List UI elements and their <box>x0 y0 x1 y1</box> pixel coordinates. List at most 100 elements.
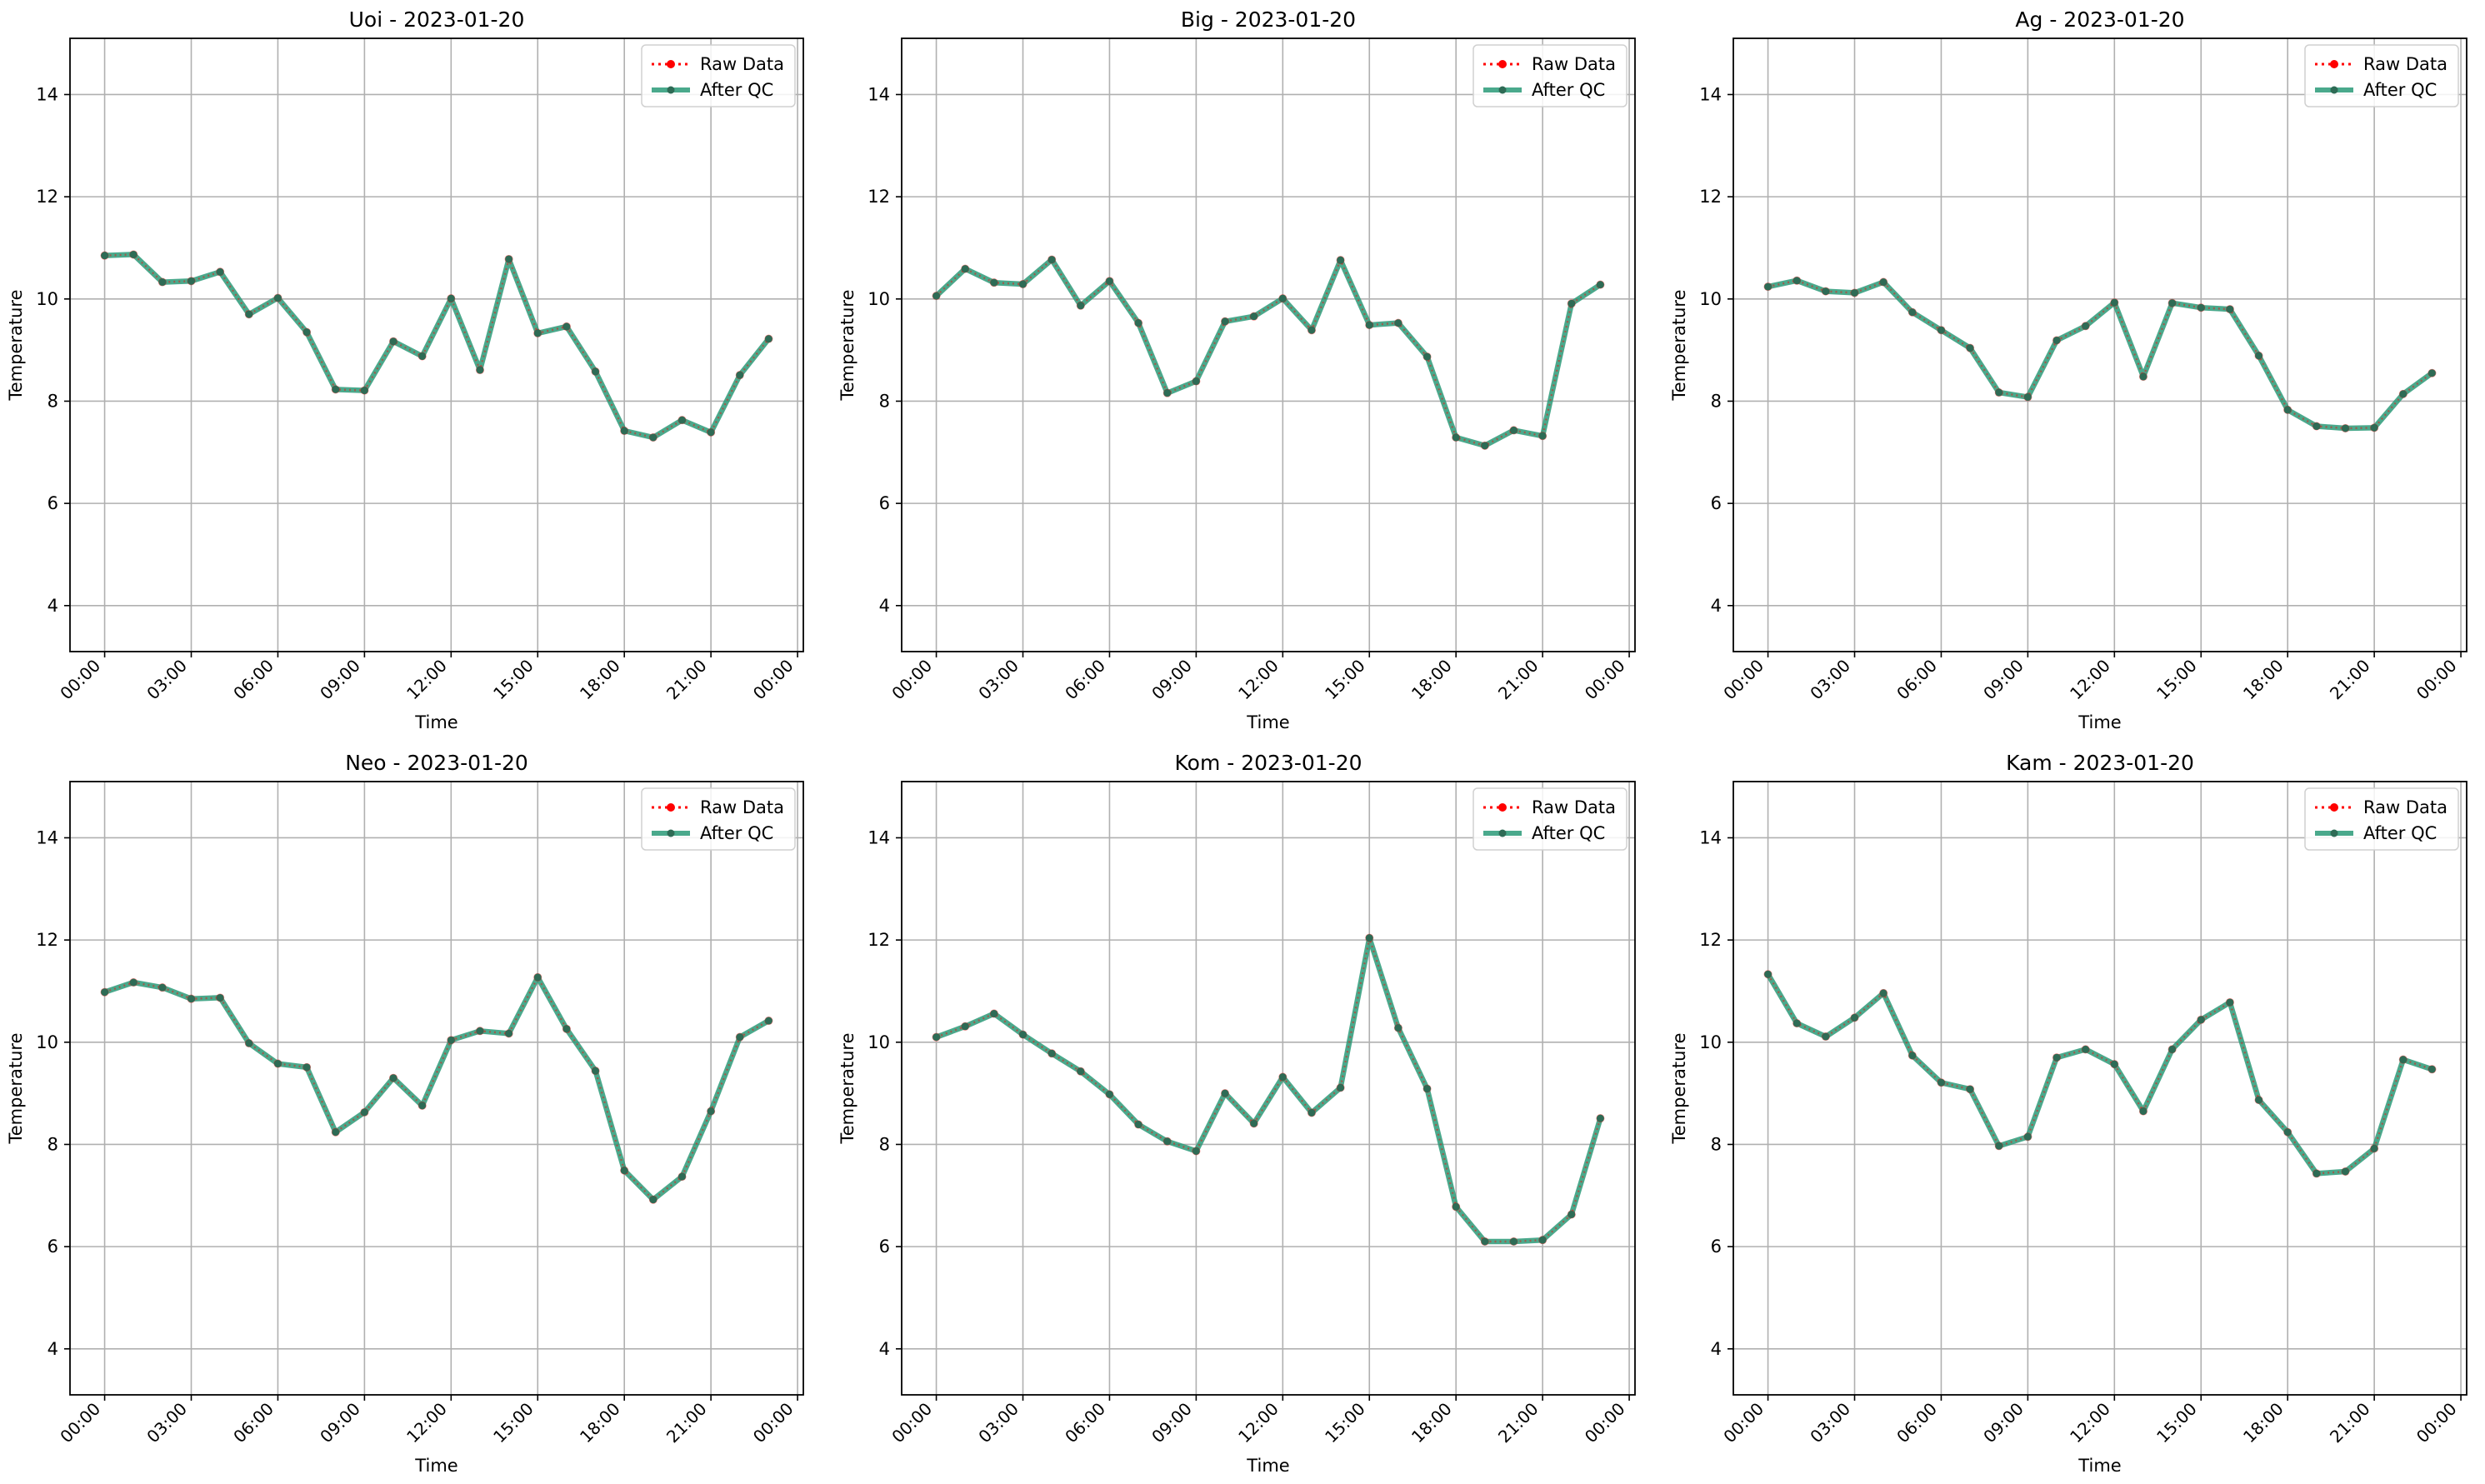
after-qc-point <box>101 252 109 260</box>
axes-frame <box>1732 781 2468 1396</box>
x-tick-label: 15:00 <box>1321 1399 1369 1447</box>
series-line-after-qc <box>933 935 1603 1245</box>
x-tick-label: 18:00 <box>576 1399 624 1447</box>
y-tick-label: 4 <box>879 596 890 616</box>
after-qc-point <box>245 1039 253 1047</box>
chart-title: Kom - 2023-01-20 <box>1175 751 1362 775</box>
raw-data-point <box>2312 1169 2321 1178</box>
after-qc-point <box>1509 426 1518 434</box>
after-qc-point <box>2197 1016 2205 1024</box>
after-qc-point <box>2399 390 2408 398</box>
after-qc-point <box>707 428 715 437</box>
raw-data-point <box>418 1101 427 1110</box>
raw-data-point <box>2052 336 2062 345</box>
raw-data-point <box>1821 287 1830 296</box>
grid <box>902 782 1635 1395</box>
raw-data-point <box>302 327 312 337</box>
legend-box <box>2304 44 2459 107</box>
raw-data-point <box>1792 276 1802 285</box>
x-tick-label: 03:00 <box>142 656 191 704</box>
after-qc-point <box>2312 1169 2321 1177</box>
series-line-after-qc <box>1765 971 2435 1177</box>
raw-data-point <box>1076 301 1085 310</box>
raw-data-point <box>2254 1096 2263 1105</box>
raw-data-point <box>591 1067 600 1076</box>
raw-data-point <box>2138 372 2148 382</box>
x-tick-label: 15:00 <box>2152 656 2201 704</box>
after-qc-point <box>302 1063 311 1072</box>
raw-data-point <box>2225 997 2234 1007</box>
raw-data-point <box>331 385 340 394</box>
series-line-raw-data <box>1767 973 2432 1175</box>
raw-data-point <box>1937 326 1946 335</box>
raw-data-point <box>447 1036 456 1045</box>
after-qc-point <box>2399 1056 2408 1064</box>
raw-data-point <box>2110 1060 2119 1069</box>
after-qc-point <box>2226 305 2234 313</box>
raw-data-point <box>273 293 282 302</box>
chart-title: Uoi - 2023-01-20 <box>349 7 525 32</box>
grid <box>902 38 1635 652</box>
raw-data-point <box>1249 312 1258 321</box>
y-axis-label: Temperature <box>1669 1032 1689 1144</box>
y-tick-label: 6 <box>879 493 890 513</box>
after-qc-point <box>1077 1067 1085 1076</box>
y-tick-label: 14 <box>36 84 58 104</box>
after-qc-point <box>1538 432 1547 440</box>
after-qc-point <box>533 973 542 982</box>
x-tick-label: 15:00 <box>2152 1399 2201 1447</box>
raw-data-point <box>389 1073 398 1082</box>
x-tick-label: 09:00 <box>1979 656 2028 704</box>
x-tick-label: 00:00 <box>1581 1399 1629 1447</box>
after-qc-point <box>505 255 513 263</box>
after-qc-point <box>1250 312 1258 321</box>
raw-data-point <box>2283 1127 2292 1137</box>
y-tick-label: 8 <box>1711 391 1722 411</box>
raw-data-point <box>1509 426 1518 435</box>
after-qc-point <box>1792 277 1801 285</box>
raw-data-point <box>504 1029 513 1038</box>
after-qc-point <box>1134 1121 1142 1129</box>
after-qc-point <box>1995 388 2003 397</box>
raw-data-point <box>244 310 253 319</box>
after-qc-point <box>158 983 167 992</box>
raw-data-point <box>2168 1045 2177 1054</box>
after-qc-point <box>1596 281 1604 289</box>
raw-data-point <box>2370 1144 2379 1153</box>
after-qc-point <box>764 1017 772 1025</box>
after-qc-point <box>2139 1107 2148 1116</box>
after-qc-point <box>2255 352 2263 360</box>
after-qc-point <box>158 278 167 287</box>
after-qc-point <box>1908 1052 1917 1060</box>
after-qc-point <box>1278 294 1287 302</box>
after-qc-point <box>1879 278 1888 287</box>
y-axis-label: Temperature <box>838 1032 858 1144</box>
y-tick-label: 10 <box>868 1032 890 1052</box>
legend-box <box>1472 44 1628 107</box>
raw-data-point <box>707 427 716 437</box>
raw-data-point <box>932 292 941 301</box>
raw-data-point <box>1452 1202 1461 1212</box>
raw-data-point <box>1336 1083 1345 1092</box>
after-qc-point <box>1822 1032 1830 1041</box>
x-tick-label: 03:00 <box>974 656 1022 704</box>
after-qc-point <box>2370 423 2378 432</box>
after-qc-point <box>1134 319 1142 327</box>
after-qc-point <box>447 294 455 302</box>
after-qc-point <box>932 292 941 300</box>
after-qc-point <box>389 337 398 346</box>
raw-data-point <box>2225 305 2234 314</box>
raw-data-point <box>158 983 167 992</box>
legend-marker-raw-data <box>2330 60 2338 68</box>
x-tick-label: 00:00 <box>2412 656 2461 704</box>
after-qc-point <box>1966 344 1974 352</box>
legend-label-after-qc: After QC <box>700 80 773 100</box>
legend-label-after-qc: After QC <box>2363 823 2437 843</box>
after-qc-point <box>1568 299 1576 307</box>
x-tick-label: 00:00 <box>56 656 104 704</box>
after-qc-point <box>932 1033 941 1042</box>
y-axis-label: Temperature <box>1669 289 1689 401</box>
after-qc-point <box>2110 298 2118 307</box>
after-qc-point <box>2052 1053 2061 1062</box>
